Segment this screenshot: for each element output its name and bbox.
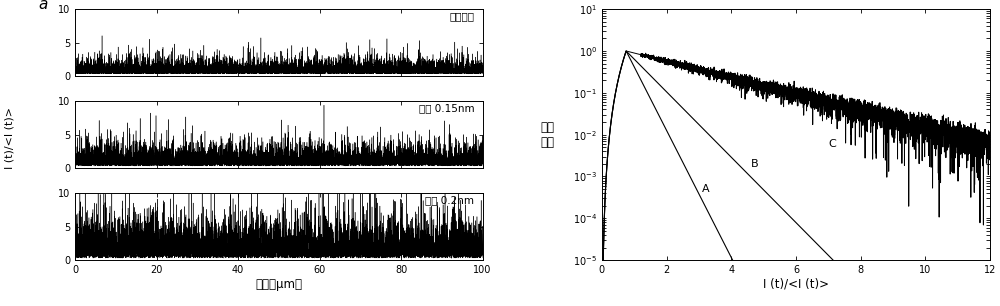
X-axis label: I (t)/<I (t)>: I (t)/<I (t)> [763,278,829,291]
Text: a: a [38,0,48,12]
Text: 偏移 0.15nm: 偏移 0.15nm [419,103,474,113]
Text: A: A [702,184,710,194]
Text: 偏移 0.2nm: 偏移 0.2nm [425,195,474,205]
Text: B: B [751,159,758,169]
Text: I (t)/<I (t)>: I (t)/<I (t)> [5,107,15,169]
Text: 中心波长: 中心波长 [449,11,474,21]
Text: C: C [828,139,836,149]
Text: 概率
密度: 概率 密度 [541,121,555,149]
X-axis label: 时间（μm）: 时间（μm） [255,278,302,291]
